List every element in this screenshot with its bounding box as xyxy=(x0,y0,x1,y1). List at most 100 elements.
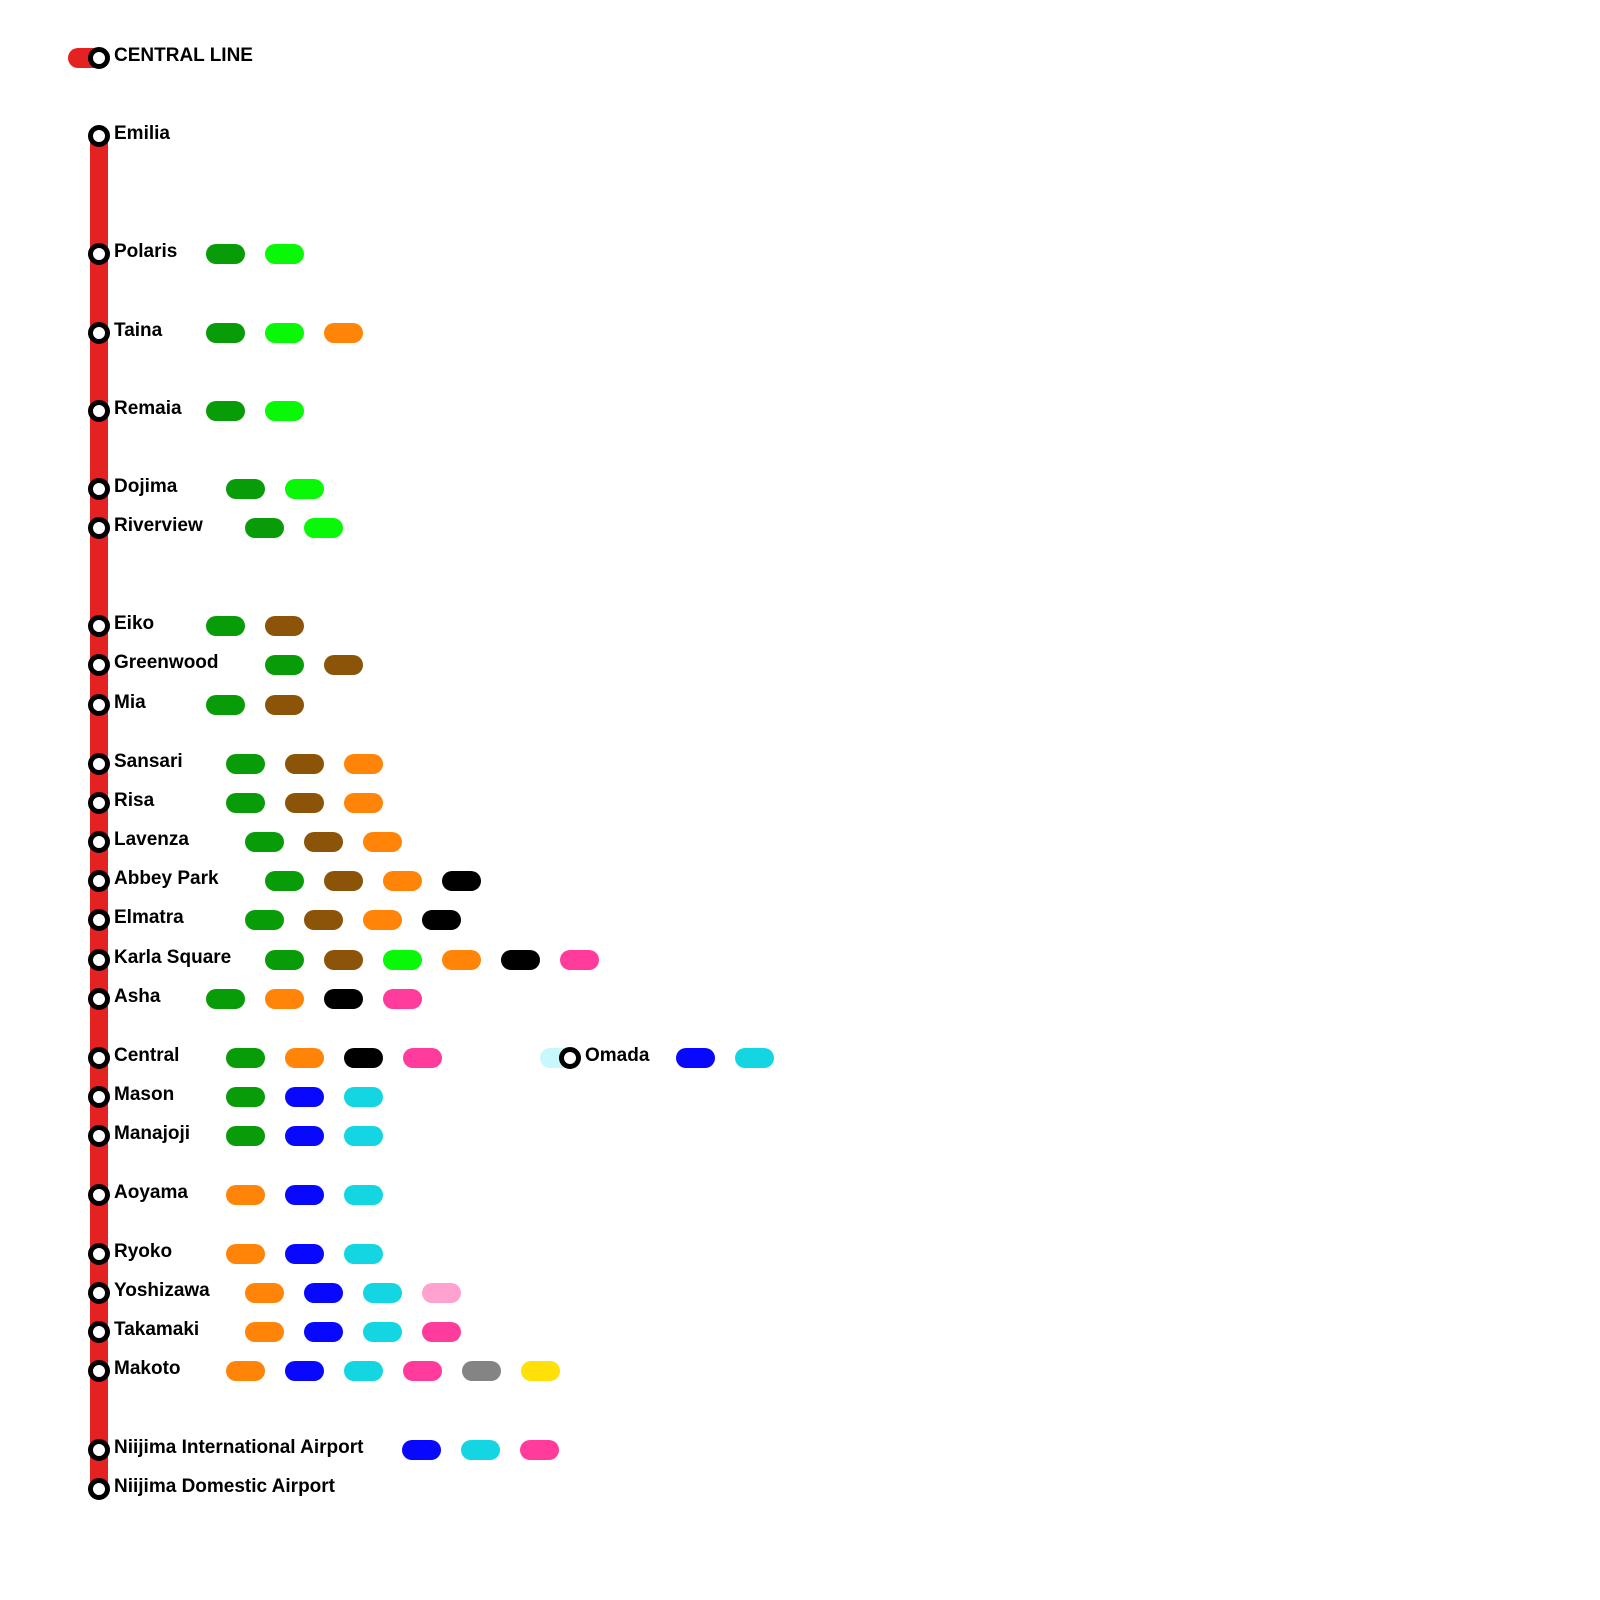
transfer-pill xyxy=(226,1361,265,1381)
station-name: Mia xyxy=(114,692,146,713)
transfer-pill xyxy=(265,695,304,715)
transfer-pill xyxy=(363,1322,402,1342)
transfer-pill xyxy=(226,1087,265,1107)
transfer-pill xyxy=(363,1283,402,1303)
transfer-pill xyxy=(344,793,383,813)
transfer-pill xyxy=(285,1185,324,1205)
transfer-pill xyxy=(442,950,481,970)
station-dot xyxy=(88,615,110,637)
transfer-pill xyxy=(422,1283,461,1303)
transfer-pill xyxy=(442,871,481,891)
transfer-pill xyxy=(403,1048,442,1068)
transfer-pill xyxy=(324,989,363,1009)
station-name: Niijima Domestic Airport xyxy=(114,1476,336,1497)
station-name: Eiko xyxy=(114,613,154,634)
station-name: Niijima International Airport xyxy=(114,1437,364,1458)
transfer-pill xyxy=(304,518,343,538)
station-dot xyxy=(88,1125,110,1147)
transfer-pill xyxy=(285,479,324,499)
transfer-pill xyxy=(462,1361,501,1381)
station-dot xyxy=(88,125,110,147)
transfer-pill xyxy=(245,832,284,852)
transfer-pill xyxy=(226,793,265,813)
station-name: Central xyxy=(114,1045,179,1066)
transfer-pill xyxy=(501,950,540,970)
station-name: Sansari xyxy=(114,751,183,772)
transfer-pill xyxy=(383,871,422,891)
transfer-pill xyxy=(402,1440,441,1460)
transfer-pill xyxy=(226,1244,265,1264)
transfer-pill xyxy=(265,401,304,421)
station-name: Taina xyxy=(114,320,163,341)
station-name: Omada xyxy=(585,1045,650,1066)
transfer-pill xyxy=(304,1283,343,1303)
station-dot xyxy=(88,47,110,69)
station-dot xyxy=(88,1321,110,1343)
station-name: Emilia xyxy=(114,123,170,144)
transfer-pill xyxy=(304,910,343,930)
station-dot xyxy=(88,1086,110,1108)
transfer-pill xyxy=(206,989,245,1009)
transfer-pill xyxy=(245,518,284,538)
transfer-pill xyxy=(324,323,363,343)
transfer-pill xyxy=(344,1087,383,1107)
transfer-pill xyxy=(344,1244,383,1264)
station-name: Manajoji xyxy=(114,1123,190,1144)
transfer-pill xyxy=(304,1322,343,1342)
transfer-pill xyxy=(226,479,265,499)
station-dot xyxy=(88,1478,110,1500)
transfer-pill xyxy=(226,1126,265,1146)
station-name: Greenwood xyxy=(114,652,219,673)
transfer-pill xyxy=(324,871,363,891)
transfer-pill xyxy=(344,754,383,774)
transfer-pill xyxy=(206,695,245,715)
transfer-pill xyxy=(206,401,245,421)
transfer-pill xyxy=(422,1322,461,1342)
transfer-pill xyxy=(285,1126,324,1146)
transfer-pill xyxy=(245,1283,284,1303)
station-name: Elmatra xyxy=(114,907,184,928)
transfer-pill xyxy=(461,1440,500,1460)
transfer-pill xyxy=(560,950,599,970)
station-dot xyxy=(88,400,110,422)
transfer-pill xyxy=(285,793,324,813)
station-name: Mason xyxy=(114,1084,174,1105)
transfer-pill xyxy=(265,871,304,891)
transfer-pill xyxy=(521,1361,560,1381)
transfer-pill xyxy=(403,1361,442,1381)
station-name: Risa xyxy=(114,790,155,811)
station-dot xyxy=(88,1047,110,1069)
station-name: Riverview xyxy=(114,515,203,536)
line-title: CENTRAL LINE xyxy=(114,45,253,66)
station-dot xyxy=(88,478,110,500)
transfer-pill xyxy=(285,1048,324,1068)
transfer-pill xyxy=(735,1048,774,1068)
transfer-pill xyxy=(285,1087,324,1107)
station-name: Lavenza xyxy=(114,829,189,850)
station-dot xyxy=(88,322,110,344)
transfer-pill xyxy=(304,832,343,852)
station-name: Abbey Park xyxy=(114,868,219,889)
transfer-pill xyxy=(324,950,363,970)
transfer-pill xyxy=(265,989,304,1009)
station-name: Karla Square xyxy=(114,947,231,968)
station-dot xyxy=(88,1439,110,1461)
station-name: Aoyama xyxy=(114,1182,188,1203)
station-dot xyxy=(88,654,110,676)
transfer-pill xyxy=(265,950,304,970)
station-name: Ryoko xyxy=(114,1241,172,1262)
transfer-pill xyxy=(206,323,245,343)
transfer-pill xyxy=(285,1244,324,1264)
transfer-pill xyxy=(245,910,284,930)
transfer-pill xyxy=(422,910,461,930)
station-name: Remaia xyxy=(114,398,182,419)
station-dot xyxy=(88,792,110,814)
station-dot xyxy=(88,949,110,971)
station-dot xyxy=(88,1243,110,1265)
station-name: Dojima xyxy=(114,476,178,497)
transfer-pill xyxy=(265,244,304,264)
station-dot xyxy=(88,1360,110,1382)
station-dot xyxy=(88,870,110,892)
transfer-pill xyxy=(383,989,422,1009)
